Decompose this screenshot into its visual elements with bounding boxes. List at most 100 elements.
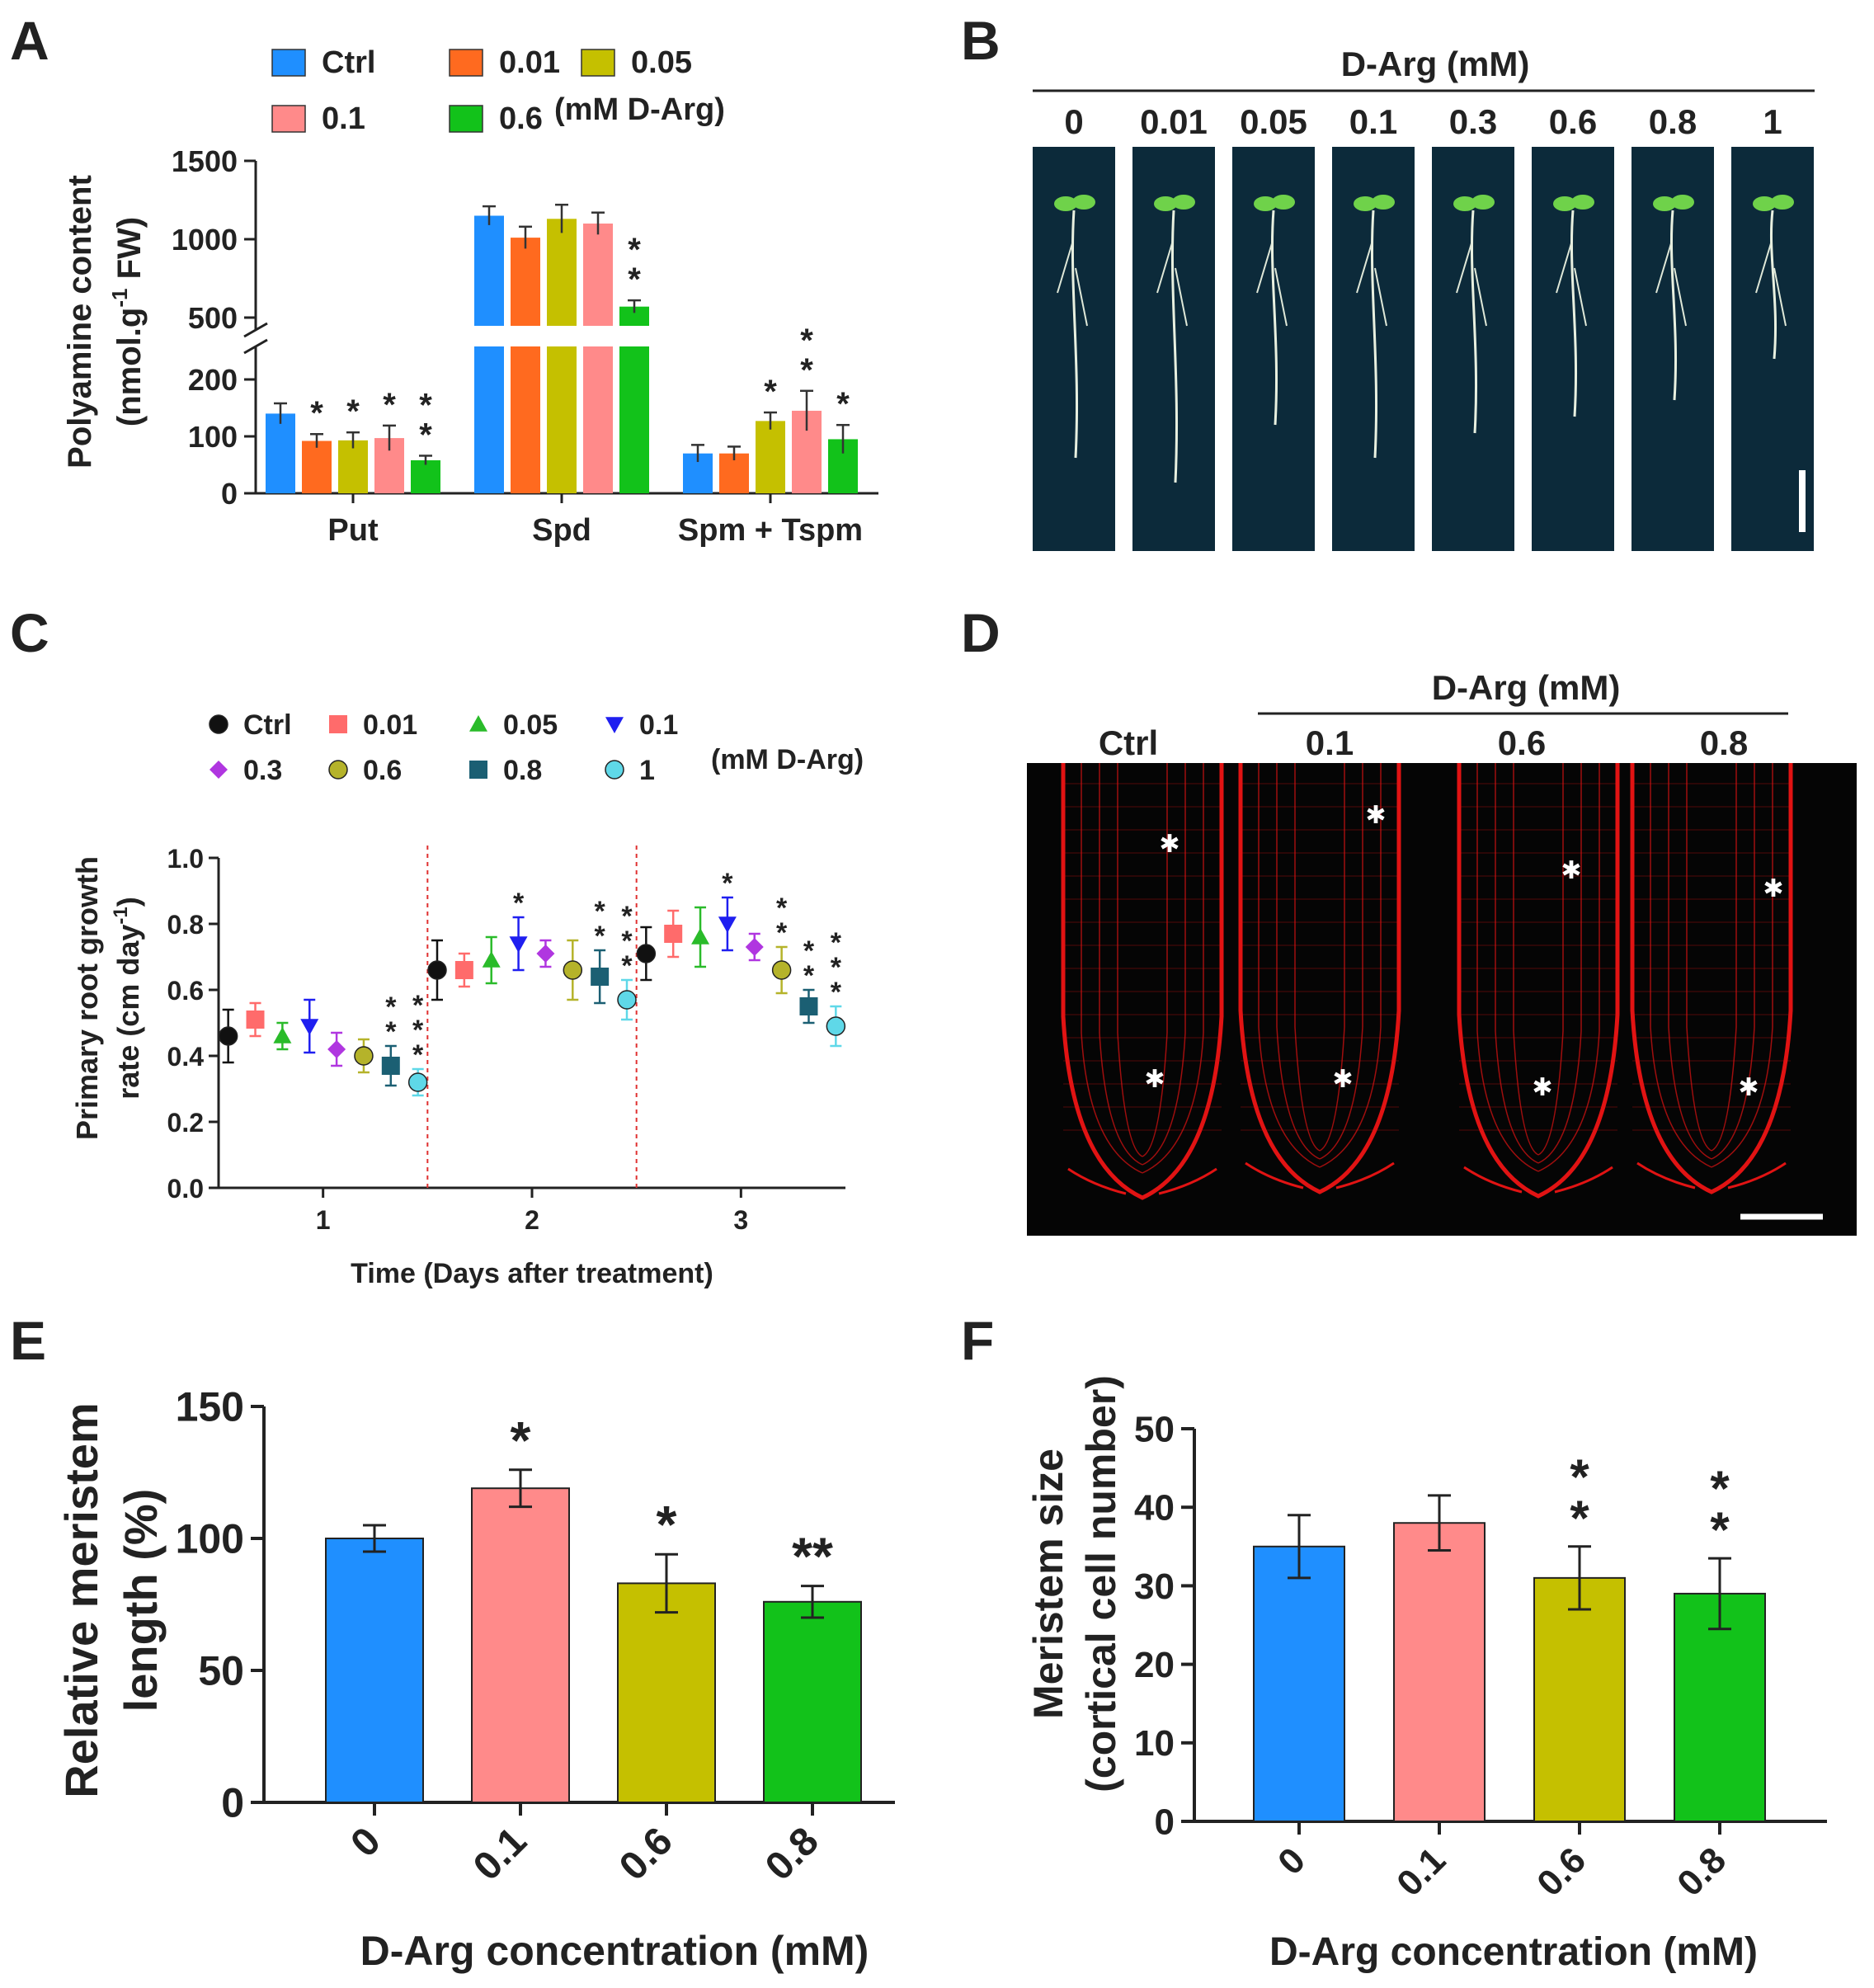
bar [617,1582,716,1804]
y-tick-label: 1500 [172,144,238,178]
y-tick-label: 0.8 [167,910,204,940]
panel-c-ylabel-sup: -1 [110,907,132,924]
cotyledon [1571,195,1594,210]
cotyledon [1354,196,1377,211]
cell-file [1668,763,1712,1160]
legend-label: Ctrl [322,45,375,80]
x-tick-label: 3 [733,1205,748,1235]
lateral-root [1156,243,1173,294]
significance-mark: * [383,387,396,423]
panel-c-points: ****** ************* [218,868,846,1097]
legend-label: 0.6 [363,755,402,786]
data-point [718,916,737,933]
x-tick-label: 0.8 [1669,1840,1734,1904]
significance-mark: ** [792,1527,833,1586]
bar-upper-segment [619,306,649,326]
cotyledon [1771,195,1794,210]
cell-file [1495,763,1539,1164]
panel-b-concentration-label: 0.1 [1349,102,1397,141]
panel-b-concentration-label: 0.8 [1649,102,1697,141]
meristem-boundary-marker: ✱ [1365,802,1386,829]
cotyledon [1753,196,1776,211]
x-tick-label: Spm + Tspm [678,513,863,548]
panel-e-xlabel: D-Arg concentration (mM) [360,1928,869,1974]
cell-file [1537,763,1600,1172]
panel-c-ylabel-line2-b: ) [111,897,145,907]
lateral-root [1655,243,1672,294]
x-tick-label: 0.6 [1529,1840,1594,1904]
x-tick-label: 2 [525,1205,539,1235]
x-tick-label: Spd [532,513,591,548]
data-point [454,961,473,979]
panel-label-a: A [10,10,49,71]
lateral-root [1356,243,1373,294]
cell-file [1099,763,1143,1166]
bar-lower-segment [583,346,613,493]
lateral-root [1175,267,1188,327]
significance-mark: * [385,1016,397,1048]
cell-file [1258,763,1321,1168]
root-outline [1238,763,1401,1194]
panel-c: Ctrl 0.01 0.05 0.10.3 0.6 0.8 1 (mM D-Arg) 0.0… [70,709,864,1289]
data-point [246,1010,265,1029]
panel-a-ylabel-line1: Polyamine content [62,175,98,469]
y-tick-label: 0.0 [167,1174,204,1204]
bar [411,459,440,493]
cell-file [1319,763,1363,1160]
cell-file [1537,763,1582,1164]
bar-lower-segment [619,346,649,493]
significance-mark: * [764,374,777,410]
lateral-root [1474,267,1487,327]
panel-d-micrograph [1027,763,1857,1236]
root-cap-cells [1463,1166,1613,1194]
cotyledon [1453,196,1476,211]
x-tick-label: 0 [1270,1840,1313,1882]
primary-root [1470,210,1478,434]
legend-marker [469,761,487,779]
cotyledon [1072,195,1095,210]
legend-label: 1 [639,755,655,786]
legend-label: Ctrl [243,709,292,741]
panel-d-column-labels: Ctrl 0.1 0.6 0.8 [1099,723,1748,762]
legend-label: 0.1 [639,709,678,741]
root-cap-cells [1245,1161,1395,1190]
cotyledon [1471,195,1495,210]
cell-file [1142,763,1168,1157]
meristem-boundary-marker: ✱ [1332,1066,1353,1093]
panel-label-e: E [10,1310,46,1371]
root-outline [1061,763,1224,1200]
panel-d-column-label: 0.6 [1498,723,1546,762]
legend-marker [329,715,347,733]
y-tick-label: 0 [1155,1802,1175,1842]
significance-mark: * [776,917,788,949]
significance-mark: * [657,1495,677,1554]
panel-b-seedling-strips: 0 0.01 0.05 0.1 0.3 0.6 0.8 1 [1033,102,1814,551]
y-tick-label: 0 [221,477,238,511]
panel-b-concentration-label: 0 [1064,102,1083,141]
panel-a-ylabel-line2-b: FW) [111,217,148,289]
lateral-root [1556,243,1572,294]
significance-mark: * [621,901,633,932]
significance-mark: * [595,921,606,952]
panel-d-column-label: 0.8 [1700,723,1748,762]
cell-file [1711,763,1773,1168]
lateral-root [1773,267,1787,327]
panel-c-ylabel-line2-a: rate (cm day [111,925,145,1100]
data-point [218,1026,238,1046]
y-tick-label: 0.6 [167,976,204,1006]
data-point [826,1016,846,1036]
y-tick-label: 50 [1134,1409,1175,1449]
primary-root [1270,210,1278,426]
significance-mark: * [513,888,525,919]
data-point [536,945,555,963]
y-tick-label: 150 [176,1384,244,1430]
y-tick-label: 20 [1134,1645,1175,1685]
bar [756,421,785,493]
data-point [354,1046,374,1066]
panel-b-concentration-label: 0.3 [1449,102,1497,141]
cotyledon [1553,196,1576,211]
bar [1393,1522,1486,1822]
cell-file [1650,763,1712,1168]
cell-file [1276,763,1321,1160]
